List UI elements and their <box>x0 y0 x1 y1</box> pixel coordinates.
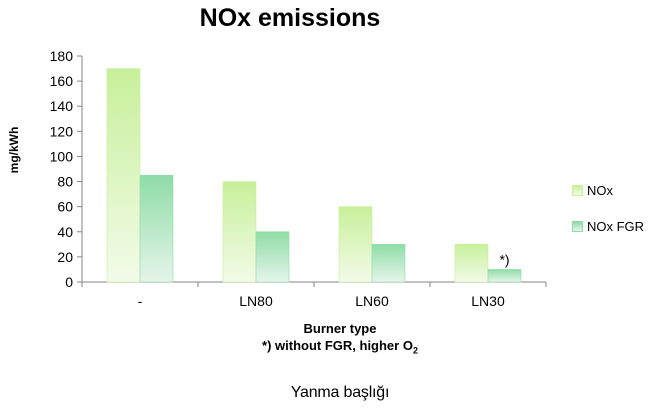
bar-nox-1 <box>222 181 257 283</box>
chart-title: NOx emissions <box>199 4 381 32</box>
y-tick-label: 80 <box>57 174 73 190</box>
y-tick-label: 100 <box>50 148 74 164</box>
x-axis-note: *) without FGR, higher O2 <box>140 337 540 360</box>
x-tick-label: LN30 <box>471 293 505 309</box>
legend-item-nox: NOx <box>572 182 644 198</box>
x-tick-label: LN80 <box>239 293 273 309</box>
bars <box>106 68 522 283</box>
x-axis-note-subscript: 2 <box>412 345 418 356</box>
legend-label-nox: NOx <box>587 182 613 198</box>
y-tick-label: 180 <box>50 48 74 64</box>
y-tick-label: 120 <box>50 123 74 139</box>
x-axis-note-text: *) without FGR, higher O <box>262 338 413 353</box>
legend: NOx NOx FGR <box>572 182 644 254</box>
x-axis-label: Burner type *) without FGR, higher O2 <box>140 320 540 360</box>
x-axis-title: Burner type <box>303 321 377 336</box>
y-tick-label: 0 <box>65 274 73 290</box>
bar-nox-0 <box>106 68 141 283</box>
legend-label-nox-fgr: NOx FGR <box>587 218 645 234</box>
legend-item-nox-fgr: NOx FGR <box>572 218 644 234</box>
bar-nox-fgr-1 <box>255 231 290 283</box>
tick-labels: 0 20 40 60 80 100 120 140 160 180 - LN80 LN60 LN30 *) <box>50 48 510 309</box>
y-tick-label: 160 <box>50 73 74 89</box>
bar-nox-2 <box>338 206 373 283</box>
x-tick-label: - <box>138 293 143 309</box>
bar-nox-fgr-2 <box>371 244 406 283</box>
y-tick-label: 40 <box>57 224 73 240</box>
legend-swatch-nox-fgr <box>572 220 583 232</box>
x-tick-label: LN60 <box>355 293 389 309</box>
figure-caption: Yanma başlığı <box>290 384 390 401</box>
legend-swatch-nox <box>572 184 583 196</box>
y-tick-label: 140 <box>50 98 74 114</box>
bar-nox-fgr-0 <box>139 174 174 283</box>
y-tick-label: 20 <box>57 249 73 265</box>
y-tick-label: 60 <box>57 199 73 215</box>
bar-nox-3 <box>454 244 489 283</box>
bar-annotation: *) <box>499 251 509 267</box>
bar-nox-fgr-3 <box>487 269 522 283</box>
